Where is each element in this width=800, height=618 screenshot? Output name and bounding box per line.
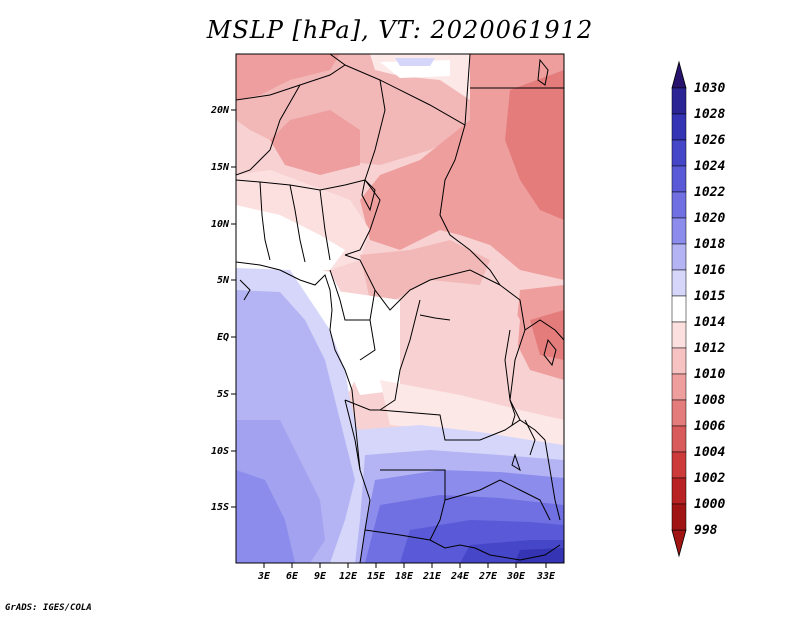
lon-label-6e: 6E (286, 571, 299, 582)
colorbar-label-1024: 1024 (694, 159, 725, 174)
colorbar-bin (671, 425, 687, 453)
colorbar-label-1020: 1020 (694, 211, 725, 226)
colorbar-bin (671, 191, 687, 219)
lon-label-27e: 27E (478, 571, 498, 582)
colorbar-bin (671, 295, 687, 323)
lon-label-30e: 30E (506, 571, 526, 582)
lat-label-10s: 10S (211, 446, 229, 457)
lat-label-5s: 5S (217, 389, 229, 400)
map-title: MSLP [hPa], VT: 2020061912 (206, 16, 594, 44)
colorbar-label-1014: 1014 (694, 315, 725, 330)
colorbar-bin (671, 347, 687, 375)
colorbar-bin (671, 321, 687, 349)
lon-label-24e: 24E (450, 571, 470, 582)
lon-label-12e: 12E (339, 571, 358, 582)
colorbar-label-1000: 1000 (694, 497, 725, 512)
colorbar-bin (671, 87, 687, 115)
colorbar-bin (671, 503, 687, 531)
colorbar-label-1012: 1012 (694, 341, 725, 356)
colorbar: 1030 1028 1026 1024 1022 1020 1018 1016 … (671, 60, 725, 558)
colorbar-bin (671, 243, 687, 271)
colorbar-label-1030: 1030 (694, 81, 725, 96)
colorbar-bin (671, 139, 687, 167)
coastlines (236, 58, 557, 472)
colorbar-label-1022: 1022 (694, 185, 725, 200)
colorbar-label-1002: 1002 (694, 471, 725, 486)
colorbar-bin (671, 113, 687, 141)
colorbar-bottom-arrow (671, 529, 687, 558)
lat-label-20n: 20N (210, 105, 230, 116)
colorbar-bin (671, 451, 687, 479)
lon-label-18e: 18E (395, 571, 414, 582)
colorbar-label-1010: 1010 (694, 367, 725, 382)
pressure-field (236, 54, 564, 563)
lon-label-15e: 15E (367, 571, 386, 582)
colorbar-label-1016: 1016 (694, 263, 725, 278)
longitude-axis: 3E 6E 9E 12E 15E 18E 21E 24E 27E 30E 33E (257, 563, 556, 582)
lon-label-33e: 33E (536, 571, 556, 582)
colorbar-bin (671, 373, 687, 401)
colorbar-bin (671, 165, 687, 193)
colorbar-top-arrow (671, 60, 687, 89)
colorbar-label-1018: 1018 (694, 237, 725, 252)
colorbar-label-1008: 1008 (694, 393, 725, 408)
colorbar-label-1004: 1004 (694, 445, 725, 460)
lat-label-10n: 10N (211, 219, 230, 230)
colorbar-bin (671, 217, 687, 245)
colorbar-label-998: 998 (694, 523, 718, 538)
lat-label-eq: EQ (217, 332, 229, 343)
lat-label-15n: 15N (211, 162, 230, 173)
lon-label-9e: 9E (314, 571, 327, 582)
lat-label-15s: 15S (211, 502, 229, 513)
lat-label-5n: 5N (217, 275, 230, 286)
colorbar-label-1006: 1006 (694, 419, 725, 434)
lon-label-3e: 3E (257, 571, 271, 582)
grads-credit: GrADS: IGES/COLA (5, 603, 92, 613)
colorbar-bin (671, 477, 687, 505)
country-boundaries (236, 54, 564, 563)
colorbar-label-1015: 1015 (694, 289, 725, 304)
map-frame (235, 53, 565, 564)
colorbar-bin (671, 399, 687, 427)
colorbar-label-1028: 1028 (694, 107, 725, 122)
lon-label-21e: 21E (422, 571, 442, 582)
colorbar-bin (671, 269, 687, 297)
latitude-axis: 20N 15N 10N 5N EQ 5S 10S 15S (210, 105, 236, 513)
colorbar-label-1026: 1026 (694, 133, 725, 148)
